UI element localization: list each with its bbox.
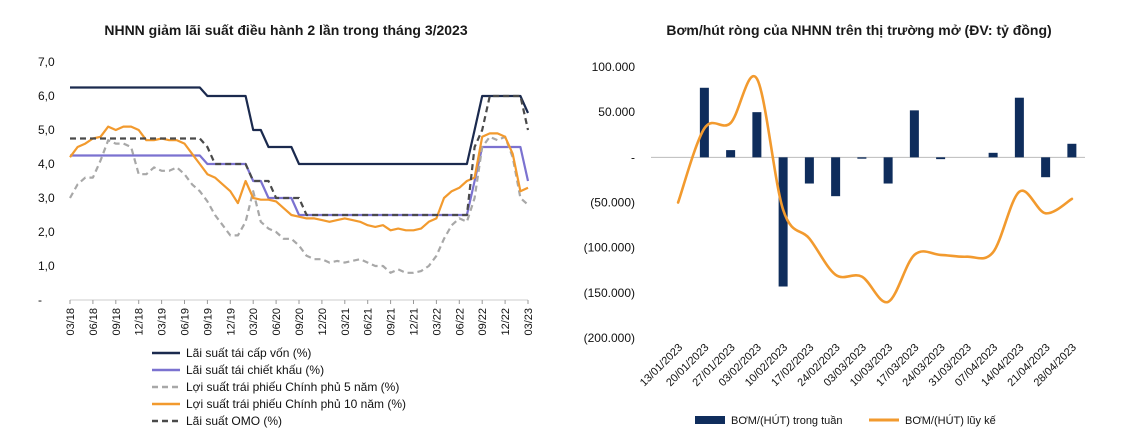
bar: [936, 157, 946, 160]
series-line-5: [70, 94, 530, 217]
bar: [831, 157, 841, 197]
series-line-1: [70, 86, 530, 166]
legend-label-weekly: BƠM/(HÚT) trong tuần: [731, 414, 843, 427]
bar: [1041, 157, 1051, 178]
x-tick-label: 03/22: [431, 308, 443, 336]
x-tick-label: 06/18: [88, 308, 100, 336]
y-tick-label: 100.000: [592, 60, 636, 74]
x-tick-label: 09/19: [202, 308, 214, 336]
series-line-3: [69, 135, 529, 274]
x-tick-label: 06/20: [271, 308, 283, 336]
y-tick-label: 3,0: [38, 191, 55, 205]
series-line-4: [69, 125, 529, 232]
x-tick-label: 09/22: [477, 308, 489, 336]
cumulative-line: [676, 74, 1074, 304]
x-tick-label: 12/19: [225, 308, 237, 336]
x-tick-label: 06/19: [180, 308, 192, 336]
line-chart-svg: - 1,0 2,0 3,0 4,0 5,0 6,0 7,0 03/18 06/18 09/18 12/…: [38, 55, 535, 428]
y-tick-label: (150.000): [584, 286, 635, 300]
bar-chart-panel: Bơm/hút ròng của NHNN trên thị trường mở…: [573, 0, 1145, 437]
bar: [752, 112, 762, 158]
y-tick-label: (200.000): [584, 331, 635, 345]
y-tick-label: -: [38, 293, 42, 307]
bar: [726, 150, 736, 158]
x-tick-label: 03/19: [157, 308, 169, 336]
bar: [909, 110, 919, 158]
x-tick-label: 12/18: [134, 308, 146, 336]
bar: [1014, 97, 1024, 158]
bar-chart-svg: 100.000 50.000 - (50.000) (100.000) (150.000)…: [584, 60, 1085, 427]
x-tick-label: 09/18: [111, 308, 123, 336]
bar: [883, 157, 893, 184]
bar: [988, 152, 998, 158]
y-tick-label: 5,0: [38, 123, 55, 137]
line-chart-title: NHNN giảm lãi suất điều hành 2 lần trong…: [104, 22, 468, 38]
bar: [857, 157, 867, 159]
x-tick-label: 12/22: [500, 308, 512, 336]
y-tick-label: (100.000): [584, 241, 635, 255]
series-line-2: [70, 145, 530, 217]
legend-label-cumulative: BƠM/(HÚT) lũy kế: [905, 414, 996, 427]
y-tick-label: 1,0: [38, 259, 55, 273]
bar: [699, 87, 709, 158]
bar-chart-title: Bơm/hút ròng của NHNN trên thị trường mở…: [666, 22, 1052, 38]
legend-label-2: Lãi suất tái chiết khấu (%): [186, 363, 324, 377]
bar: [778, 157, 788, 287]
line-chart-panel: NHNN giảm lãi suất điều hành 2 lần trong…: [0, 0, 572, 437]
x-tick-label: 03/21: [340, 308, 352, 336]
x-tick-label: 09/21: [386, 308, 398, 336]
legend-swatch-weekly: [695, 416, 725, 424]
x-tick-label: 12/21: [409, 308, 421, 336]
y-tick-label: 4,0: [38, 157, 55, 171]
x-tick-label: 09/20: [294, 308, 306, 336]
y-tick-label: -: [631, 150, 635, 164]
x-tick-label: 06/22: [454, 308, 466, 336]
x-tick-label: 03/18: [65, 308, 77, 336]
legend-label-3: Lợi suất trái phiếu Chính phủ 5 năm (%): [186, 380, 399, 394]
y-tick-label: (50.000): [590, 196, 635, 210]
bar: [804, 157, 814, 184]
x-tick-label: 06/21: [363, 308, 375, 336]
legend-label-1: Lãi suất tái cấp vốn (%): [186, 346, 311, 360]
y-tick-label: 50.000: [598, 105, 635, 119]
legend-label-4: Lợi suất trái phiếu Chính phủ 10 năm (%): [186, 397, 406, 411]
y-tick-label: 6,0: [38, 89, 55, 103]
x-tick-label: 03/23: [523, 308, 535, 336]
x-tick-label: 12/20: [317, 308, 329, 336]
x-tick-label: 03/20: [248, 308, 260, 336]
legend-label-5: Lãi suất OMO (%): [186, 414, 282, 428]
bar: [1067, 143, 1077, 158]
y-tick-label: 2,0: [38, 225, 55, 239]
y-tick-label: 7,0: [38, 55, 55, 69]
